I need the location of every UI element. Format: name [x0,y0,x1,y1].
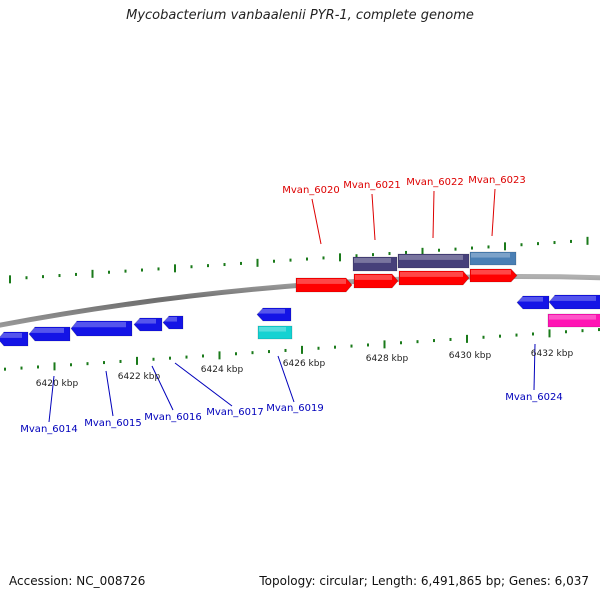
label-leader-line [311,198,322,245]
gene-label-mvan-6015: Mvan_6015 [84,418,141,429]
cds-mvan-6024a-highlight [518,297,543,302]
scale-label-6420: 6420 kbp [36,379,79,389]
gene-label-mvan-6017: Mvan_6017 [206,407,263,418]
cds-mvan-6023-upper [469,251,517,266]
cds-mvan-6021-upper [352,256,398,272]
label-leaders [48,188,536,423]
cds-mvan-6024b [548,294,600,310]
genome-summary-text: Topology: circular; Length: 6,491,865 bp… [259,574,589,588]
gene-label-mvan-6016: Mvan_6016 [144,412,201,423]
cds-mvan-6015b [70,320,133,337]
cds-mvan-6024-lower-highlight [549,315,596,320]
cds-mvan-6015a-highlight [30,328,64,333]
label-leader-line [371,193,376,241]
tick-row-top [9,236,589,284]
cds-mvan-6024b-highlight [550,296,596,301]
cds-mvan-6023-upper-highlight [471,253,510,258]
cds-mvan-6017-highlight [164,317,177,322]
cds-mvan-6022-highlight [400,272,463,277]
label-leader-line [48,375,55,423]
scale-label-6424: 6424 kbp [201,365,244,375]
scale-label-6428: 6428 kbp [366,354,409,364]
cds-mvan-6020 [295,277,353,293]
cds-mvan-6016 [133,317,163,332]
scale-label-6422: 6422 kbp [118,372,161,382]
accession-text: Accession: NC_008726 [9,574,146,588]
map-title: Mycobacterium vanbaalenii PYR-1, complet… [126,8,474,23]
cds-mvan-6019-lower [257,325,293,340]
scale-labels: 6420 kbp 6422 kbp 6424 kbp 6426 kbp 6428… [36,349,574,389]
feature-track [0,251,600,347]
gene-label-mvan-6021: Mvan_6021 [343,180,400,191]
cds-mvan-6015b-highlight [72,322,126,328]
cds-mvan-6020-highlight [297,279,346,284]
gene-label-mvan-6014: Mvan_6014 [20,424,77,435]
cds-mvan-6015a [28,326,71,342]
cds-mvan-6014-highlight [0,333,22,338]
cds-mvan-6021 [353,273,399,289]
label-leader-line [174,362,233,407]
cds-mvan-6019 [256,307,292,322]
cds-mvan-6023-highlight [471,270,511,275]
label-leader-line [151,365,174,411]
cds-mvan-6016-highlight [135,319,156,324]
cds-mvan-6019-highlight [258,309,285,314]
label-leader-line [533,343,536,391]
gene-labels: Mvan_6020 Mvan_6021 Mvan_6022 Mvan_6023 … [20,175,562,435]
scale-label-6426: 6426 kbp [283,359,326,369]
cds-mvan-6014 [0,331,29,347]
cds-mvan-6022-upper [397,253,470,269]
cds-mvan-6023 [469,268,518,283]
cds-mvan-6022 [398,270,470,286]
label-leader-line [432,190,435,239]
gene-label-mvan-6019: Mvan_6019 [266,403,323,414]
label-leader-line [491,188,496,237]
cds-mvan-6019-lower-highlight [259,327,286,332]
gene-label-mvan-6022: Mvan_6022 [406,177,463,188]
cds-mvan-6017 [162,315,184,330]
tick-row-bottom [4,328,600,371]
cds-mvan-6021-upper-highlight [354,258,391,263]
scale-label-6432: 6432 kbp [531,349,574,359]
cds-mvan-6024-lower [547,313,600,328]
gene-label-mvan-6020: Mvan_6020 [282,185,339,196]
cds-mvan-6024a [516,295,550,310]
gene-label-mvan-6023: Mvan_6023 [468,175,525,186]
gene-label-mvan-6024: Mvan_6024 [505,392,562,403]
label-leader-line [277,355,295,403]
label-leader-line [105,370,114,417]
cds-mvan-6022-upper-highlight [399,255,463,260]
cds-mvan-6021-highlight [355,275,392,280]
scale-label-6430: 6430 kbp [449,351,492,361]
